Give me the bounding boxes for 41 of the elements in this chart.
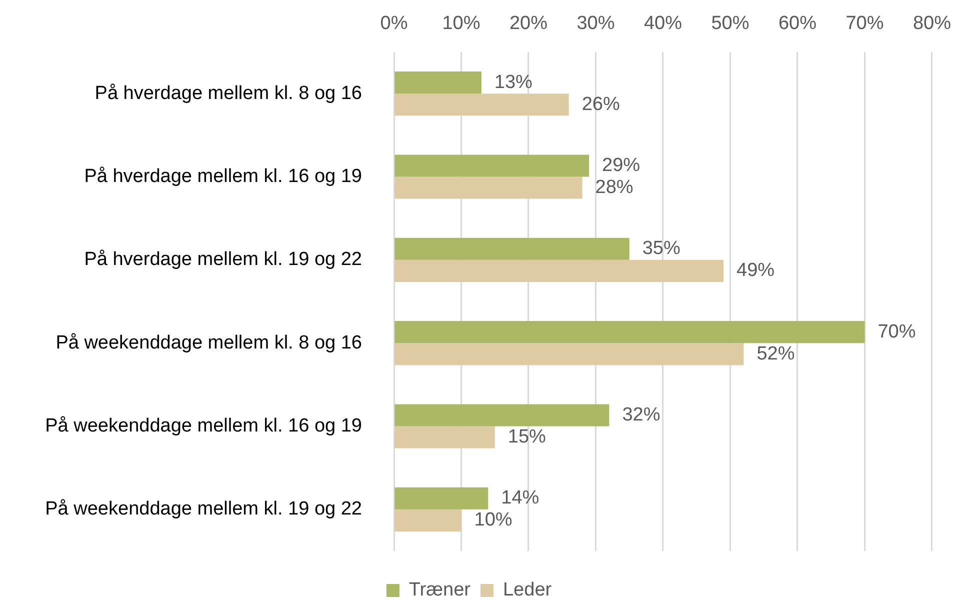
x-tick-label: 60% [778, 12, 817, 34]
x-tick-label: 10% [442, 12, 480, 34]
legend-label: Leder [502, 580, 552, 601]
legend-label: Træner [408, 580, 472, 601]
x-tick-label: 30% [576, 12, 615, 34]
y-tick-label: På hverdage mellem kl. 8 og 16 [94, 82, 362, 104]
data-label: 10% [474, 510, 512, 531]
bar [394, 343, 744, 366]
bar [394, 176, 582, 199]
data-label: 52% [756, 343, 795, 364]
x-tick-label: 70% [846, 12, 884, 34]
bar [394, 487, 488, 510]
x-tick-label: 20% [509, 12, 548, 34]
data-label: 14% [501, 488, 540, 509]
data-label: 28% [595, 177, 634, 198]
data-label: 15% [508, 426, 546, 448]
data-label: 70% [878, 321, 916, 342]
x-tick-label: 0% [380, 12, 408, 34]
bar [394, 260, 724, 282]
data-label: 32% [622, 404, 660, 426]
data-label: 35% [642, 238, 681, 260]
x-tick-label: 50% [711, 12, 750, 34]
bar [394, 72, 482, 94]
x-tick-label: 40% [644, 12, 682, 34]
bar [394, 154, 590, 177]
data-label: 29% [602, 154, 640, 176]
y-tick-label: På hverdage mellem kl. 19 og 22 [84, 249, 362, 270]
data-label: 26% [582, 94, 620, 115]
bar [394, 238, 630, 260]
data-label: 13% [494, 72, 533, 93]
bar [394, 509, 462, 532]
bar [394, 404, 610, 426]
y-tick-label: På weekenddage mellem kl. 19 og 22 [45, 498, 362, 520]
y-tick-label: På weekenddage mellem kl. 16 og 19 [45, 415, 362, 436]
y-tick-label: På weekenddage mellem kl. 8 og 16 [56, 332, 362, 354]
y-tick-label: På hverdage mellem kl. 16 og 19 [84, 166, 362, 187]
bar [394, 321, 865, 344]
bar [394, 94, 569, 116]
bar [394, 426, 495, 448]
x-tick-label: 80% [912, 12, 952, 34]
data-label: 49% [736, 260, 775, 282]
